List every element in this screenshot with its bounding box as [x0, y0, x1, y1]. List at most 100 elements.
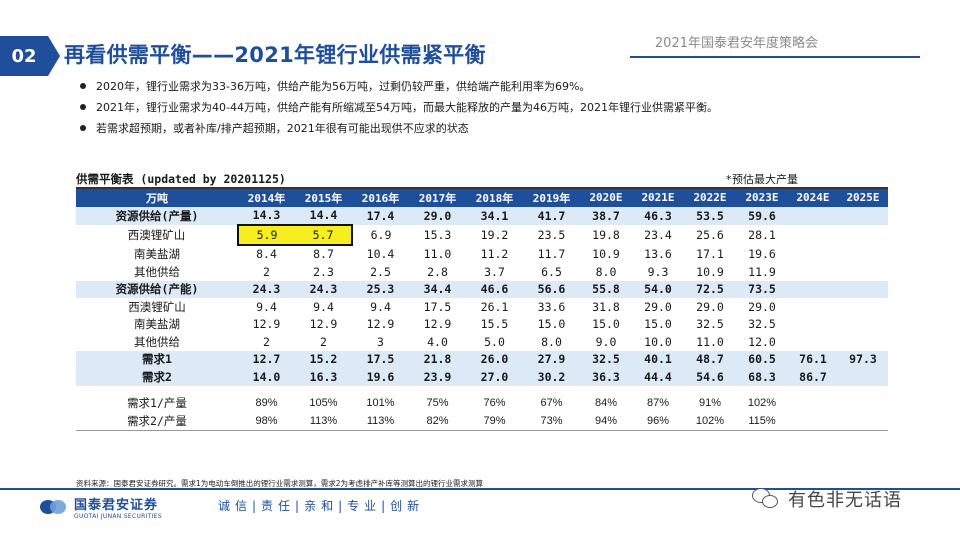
value-cell: 86.7	[788, 368, 838, 386]
value-cell: 13.6	[644, 246, 672, 261]
value-cell: 8.7	[313, 247, 334, 262]
bullet-item: 2021年，锂行业需求为40-44万吨，供给产能有所缩减至54万吨，而最大能释放…	[78, 97, 718, 118]
value-cell: 34.4	[409, 280, 466, 298]
value-cell: 5.0	[484, 334, 505, 349]
value-cell: 32.5	[696, 317, 724, 332]
row-label-cell: 其他供给	[134, 334, 180, 349]
value-cell: 6.9	[370, 227, 392, 242]
value-cell: 79%	[466, 412, 523, 431]
value-cell: 94%	[580, 412, 632, 431]
value-cell: 11.0	[696, 334, 724, 349]
table-row: 西澳锂矿山 5.9 5.7 6.9 15.3 19.2 23.5 19.8 23.4 25.6 28…	[76, 224, 888, 246]
value-cell: 17.4	[352, 206, 409, 225]
value-cell: 40.1	[632, 350, 684, 368]
value-cell: 28.1	[748, 227, 776, 242]
value-cell: 11.9	[748, 264, 776, 279]
table-note: *预估最大产量	[725, 173, 798, 186]
value-cell	[838, 298, 888, 316]
value-cell: 12.9	[252, 317, 281, 332]
value-cell: 87%	[646, 397, 670, 410]
value-cell: 15.0	[537, 317, 566, 332]
table-row: 需求1/产量 89% 105% 101% 75% 76% 67% 84% 87% 91% 102%	[76, 395, 888, 413]
table-row: 需求2/产量 98% 113% 113% 82% 79% 73% 94% 96% 102% 115%	[76, 412, 888, 431]
value-cell: 72.5	[684, 280, 736, 298]
value-cell: 5.9	[237, 224, 295, 246]
value-cell: 44.4	[632, 368, 684, 386]
value-cell: 17.5	[423, 299, 452, 314]
value-cell: 73.5	[736, 280, 788, 298]
value-cell: 2.8	[427, 264, 448, 279]
value-cell: 11.2	[480, 246, 509, 261]
value-cell	[788, 263, 838, 281]
value-cell: 56.6	[523, 280, 580, 298]
row-label-cell: 需求1/产量	[127, 396, 187, 411]
header-cell: 2015年	[295, 189, 352, 207]
value-cell: 3	[377, 334, 384, 349]
value-cell: 14.4	[295, 206, 352, 225]
value-cell: 17.1	[696, 246, 724, 261]
value-cell: 76%	[483, 397, 506, 410]
row-label-cell: 资源供给(产能)	[76, 280, 238, 298]
value-cell	[788, 395, 838, 413]
value-cell: 67%	[540, 397, 563, 410]
value-cell: 73%	[523, 412, 580, 431]
value-cell: 82%	[409, 412, 466, 431]
value-cell: 2	[263, 264, 270, 279]
logo-english-name: GUOTAI JUNAN SECURITIES	[74, 513, 162, 520]
table-row: 资源供给(产能) 24.3 24.3 25.3 34.4 46.6 56.6 55.8 54.0…	[76, 280, 888, 298]
value-cell: 29.0	[409, 206, 466, 225]
value-cell	[788, 225, 838, 245]
value-cell: 11.7	[537, 246, 566, 261]
value-cell: 46.3	[632, 206, 684, 225]
logo-chinese-name: 国泰君安证券	[74, 498, 159, 513]
value-cell: 17.5	[352, 350, 409, 368]
header-cell: 2022E	[684, 189, 736, 207]
header-cell: 万吨	[76, 189, 238, 207]
value-cell: 2.3	[313, 264, 334, 279]
value-cell: 4.0	[427, 334, 448, 349]
footer-divider	[0, 488, 960, 490]
row-label-cell: 需求2	[76, 368, 238, 386]
value-cell: 12.9	[366, 317, 395, 332]
value-cell: 46.6	[466, 280, 523, 298]
value-cell	[788, 280, 838, 298]
value-cell: 23.4	[644, 227, 672, 242]
table-row: 资源供给(产量) 14.3 14.4 17.4 29.0 34.1 41.7 38.7 46.3…	[76, 206, 888, 225]
value-cell	[788, 316, 838, 334]
value-cell: 102%	[684, 412, 736, 431]
value-cell: 9.4	[313, 299, 334, 314]
value-cell: 12.7	[238, 350, 295, 368]
value-cell: 8.0	[595, 264, 617, 279]
value-cell: 2	[320, 334, 327, 349]
value-cell: 10.9	[592, 246, 620, 261]
value-cell: 9.4	[370, 299, 391, 314]
value-cell: 27.9	[523, 350, 580, 368]
value-cell: 96%	[632, 412, 684, 431]
value-cell: 19.6	[352, 368, 409, 386]
source-note: 资料来源：国泰君安证券研究。需求1为电动车倒推出的锂行业需求测算，需求2为考虑排…	[76, 479, 484, 488]
value-cell: 10.4	[366, 246, 395, 261]
table-row: 南美盐湖 8.4 8.7 10.4 11.0 11.2 11.7 10.9 13.6 17.1 19…	[76, 245, 888, 264]
row-label-cell: 西澳锂矿山	[127, 227, 186, 242]
value-cell: 53.5	[684, 206, 736, 225]
value-cell	[838, 225, 888, 245]
header-cell: 2020E	[580, 189, 632, 207]
value-cell	[788, 206, 838, 225]
header-cell: 2014年	[238, 189, 295, 207]
value-cell: 30.2	[523, 368, 580, 386]
title-divider	[630, 56, 920, 58]
value-cell: 21.8	[409, 350, 466, 368]
table-row: 其他供给 2 2.3 2.5 2.8 3.7 6.5 8.0 9.3 10.9 11.9	[76, 263, 888, 281]
value-cell	[788, 298, 838, 316]
table-row: 需求1 12.7 15.2 17.5 21.8 26.0 27.9 32.5 40.1 48.7 6…	[76, 350, 888, 368]
value-cell: 9.3	[647, 264, 669, 279]
value-cell	[838, 280, 888, 298]
value-cell: 101%	[366, 397, 395, 410]
value-cell: 25.6	[696, 227, 724, 242]
value-cell	[838, 316, 888, 334]
table-row: 西澳锂矿山 9.4 9.4 9.4 17.5 26.1 33.6 31.8 29.0 29.0 29…	[76, 298, 888, 316]
bullet-list: 2020年，锂行业需求为33-36万吨，供给产能为56万吨，过剩仍较严重，供给端…	[78, 76, 718, 139]
value-cell: 23.5	[537, 227, 566, 242]
value-cell: 29.0	[748, 299, 776, 314]
value-cell: 2.5	[370, 264, 391, 279]
